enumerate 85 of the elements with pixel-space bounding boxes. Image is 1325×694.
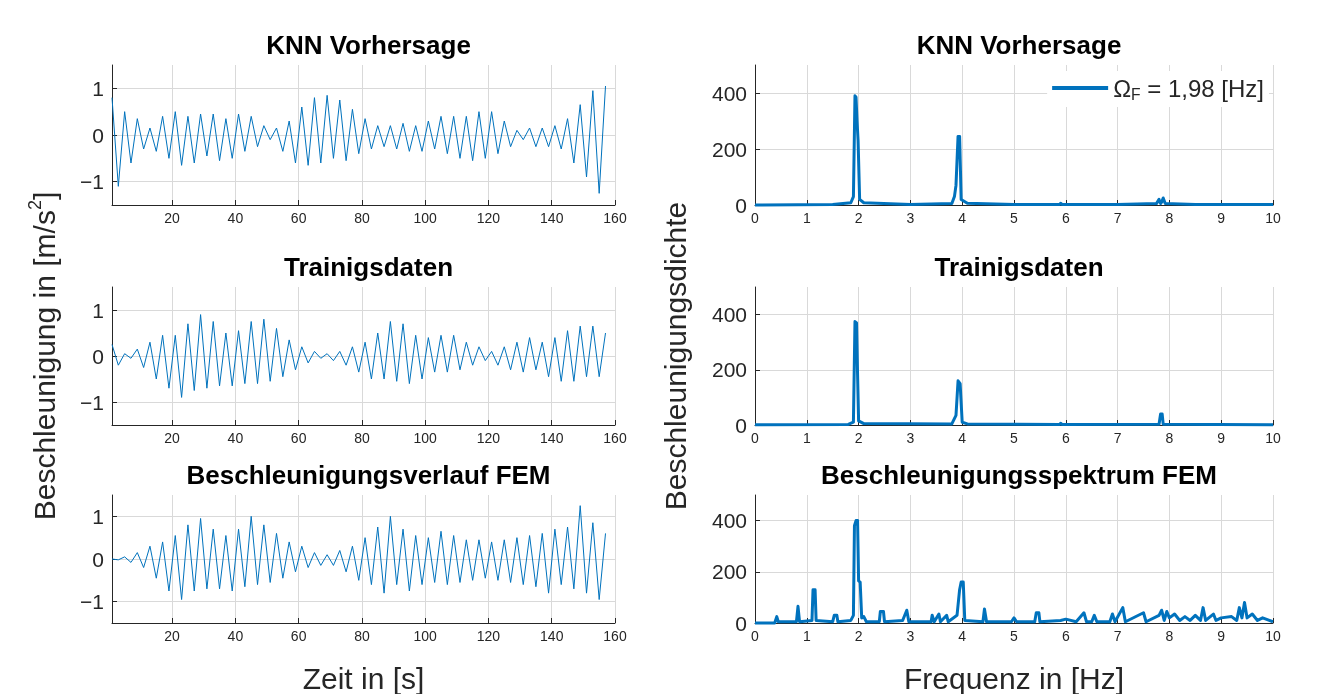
x-tick-label: 8: [1165, 430, 1174, 446]
x-tick-label: 100: [413, 628, 438, 644]
y-tick-label: 400: [711, 509, 747, 533]
x-tick-label: 20: [164, 210, 181, 226]
y-tick-label: 0: [92, 123, 104, 147]
x-tick-label: 8: [1165, 210, 1174, 226]
x-tick-label: 120: [476, 210, 501, 226]
y-tick-label: 200: [711, 137, 747, 161]
y-tick-label: 1: [92, 298, 104, 322]
y-tick-label: 1: [92, 76, 104, 100]
y-tick-label: −1: [80, 390, 104, 414]
x-tick-label: 3: [906, 628, 915, 644]
line-series: [111, 85, 607, 194]
chart-title: Trainigsdaten: [934, 252, 1104, 282]
y-tick-label: 0: [92, 344, 104, 368]
y-tick-label: 0: [92, 547, 104, 571]
x-tick-label: 160: [603, 628, 627, 644]
chart-title: KNN Vorhersage: [266, 30, 471, 60]
chart-title: Trainigsdaten: [283, 252, 454, 282]
x-tick-label: 2: [854, 628, 863, 644]
x-tick-label: 9: [1217, 628, 1226, 644]
x-tick-label: 0: [751, 628, 760, 644]
x-tick-label: 100: [413, 430, 438, 446]
y-tick-label: −1: [80, 590, 104, 614]
x-tick-label: 10: [1265, 430, 1281, 446]
x-tick-label: 120: [476, 628, 501, 644]
x-tick-label: 6: [1061, 210, 1070, 226]
x-tick-label: 2: [854, 210, 863, 226]
x-tick-label: 60: [290, 628, 307, 644]
x-tick-label: 10: [1265, 628, 1281, 644]
x-axis-title: Zeit in [s]: [302, 661, 425, 694]
x-tick-label: 40: [227, 628, 244, 644]
x-tick-label: 5: [1010, 210, 1019, 226]
x-tick-label: 60: [290, 430, 307, 446]
x-tick-label: 40: [227, 430, 244, 446]
x-tick-label: 100: [413, 210, 438, 226]
x-tick-label: 4: [958, 628, 967, 644]
x-axis-title: Frequenz in [Hz]: [903, 661, 1125, 694]
x-tick-label: 1: [802, 628, 811, 644]
x-tick-label: 5: [1010, 430, 1019, 446]
x-tick-label: 40: [227, 210, 244, 226]
x-tick-label: 0: [751, 430, 760, 446]
x-tick-label: 1: [802, 210, 811, 226]
x-tick-label: 0: [751, 210, 760, 226]
x-tick-label: 7: [1113, 210, 1122, 226]
x-tick-label: 2: [854, 430, 863, 446]
y-axis-title: Beschleunigung in [m/s2]: [25, 191, 61, 521]
x-tick-label: 9: [1217, 430, 1226, 446]
x-tick-label: 60: [290, 210, 307, 226]
y-tick-label: 1: [92, 504, 104, 528]
chart-title: Beschleunigungsverlauf FEM: [186, 460, 551, 490]
chart-title: KNN Vorhersage: [916, 30, 1122, 60]
x-tick-label: 140: [540, 430, 564, 446]
x-tick-label: 1: [802, 430, 811, 446]
x-tick-label: 160: [603, 210, 627, 226]
y-axis-title: Beschleunigungsdichte: [658, 201, 692, 511]
x-tick-label: 140: [540, 628, 564, 644]
x-tick-label: 140: [540, 210, 564, 226]
x-tick-label: 160: [603, 430, 627, 446]
x-tick-label: 6: [1061, 628, 1070, 644]
x-tick-label: 80: [354, 210, 370, 226]
x-tick-label: 7: [1113, 430, 1122, 446]
y-tick-label: 200: [711, 560, 747, 584]
x-tick-label: 80: [354, 430, 370, 446]
x-tick-label: 20: [164, 628, 181, 644]
y-tick-label: 400: [711, 81, 747, 105]
x-tick-label: 4: [958, 210, 967, 226]
line-series: [111, 505, 607, 601]
x-tick-label: 3: [906, 210, 915, 226]
x-tick-label: 8: [1165, 628, 1174, 644]
x-tick-label: 80: [354, 628, 370, 644]
x-tick-label: 120: [476, 430, 501, 446]
y-tick-label: 200: [711, 358, 747, 382]
x-tick-label: 6: [1061, 430, 1070, 446]
chart-title: Beschleunigungsspektrum FEM: [821, 460, 1217, 490]
x-tick-label: 5: [1010, 628, 1019, 644]
y-tick-label: −1: [80, 170, 104, 194]
x-tick-label: 7: [1113, 628, 1122, 644]
x-tick-label: 3: [906, 430, 915, 446]
x-tick-label: 4: [958, 430, 967, 446]
y-tick-label: 400: [711, 303, 747, 327]
line-series: [111, 314, 607, 398]
x-tick-label: 9: [1217, 210, 1226, 226]
x-tick-label: 20: [164, 430, 181, 446]
x-tick-label: 10: [1265, 210, 1281, 226]
